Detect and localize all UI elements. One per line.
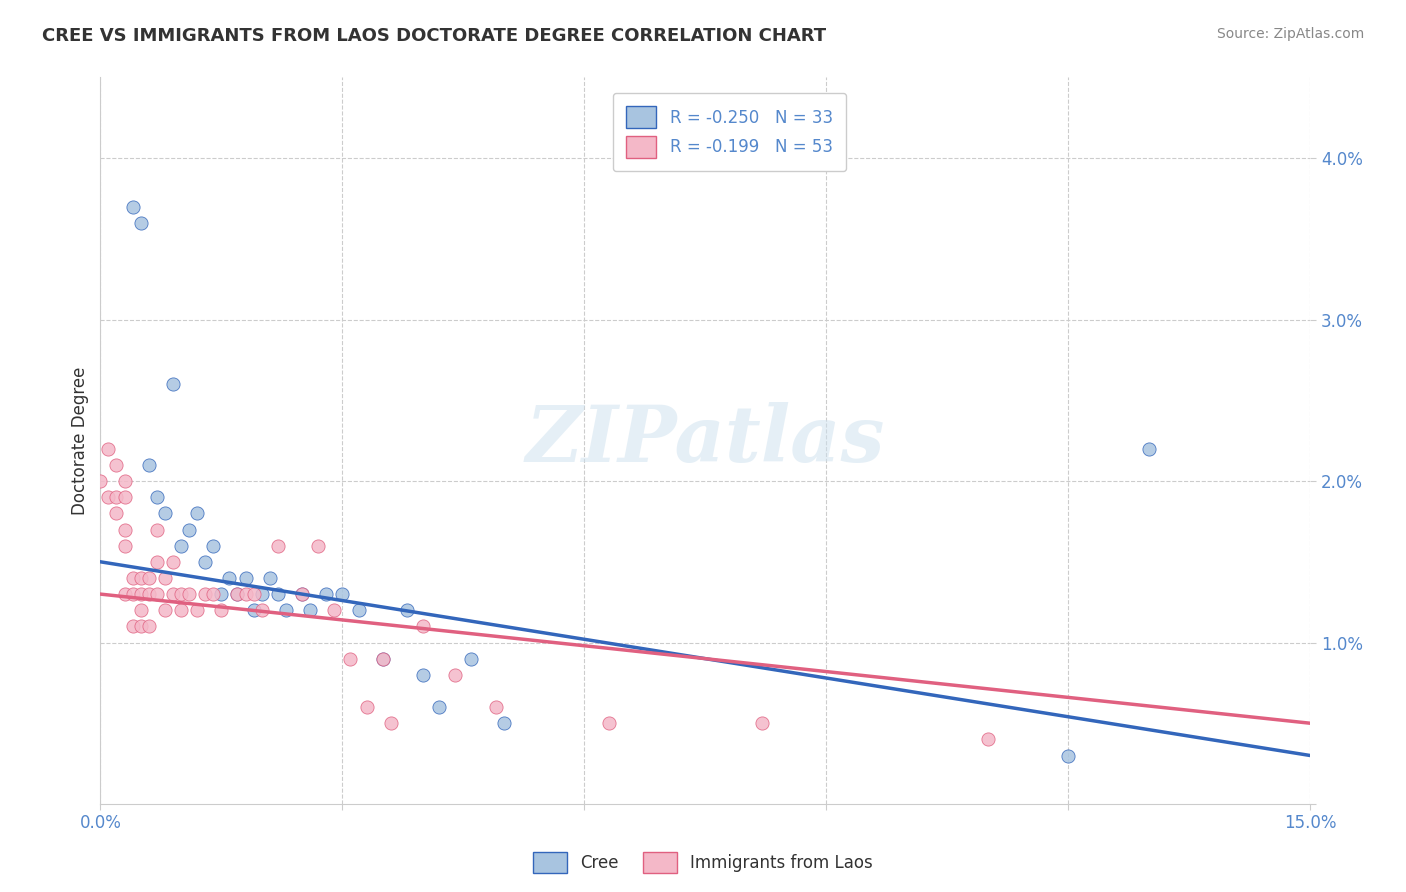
Point (170, 539, 193, 553)
Point (121, 619, 143, 633)
Point (162, 555, 184, 569)
Point (371, 651, 394, 665)
Point (177, 523, 200, 537)
Point (339, 651, 361, 665)
Point (235, 587, 257, 601)
Point (412, 619, 434, 633)
Point (114, 587, 136, 601)
Point (138, 619, 160, 633)
Point (250, 587, 273, 601)
Legend: Cree, Immigrants from Laos: Cree, Immigrants from Laos (526, 846, 880, 880)
Point (129, 619, 152, 633)
Point (460, 651, 482, 665)
Point (291, 587, 314, 601)
Point (146, 555, 169, 569)
Point (485, 700, 508, 714)
Point (105, 490, 128, 504)
Point (186, 507, 208, 521)
Point (347, 603, 370, 617)
Point (121, 200, 143, 214)
Point (97, 442, 120, 456)
Point (162, 377, 184, 392)
Point (371, 651, 394, 665)
Point (427, 700, 450, 714)
Point (194, 587, 217, 601)
Point (121, 587, 143, 601)
Point (274, 603, 297, 617)
Text: ZIPatlas: ZIPatlas (526, 402, 886, 479)
Point (291, 587, 314, 601)
Point (307, 539, 329, 553)
Point (267, 539, 290, 553)
Point (138, 587, 160, 601)
Point (186, 603, 208, 617)
Y-axis label: Doctorate Degree: Doctorate Degree (72, 367, 89, 515)
Point (121, 571, 143, 585)
Point (129, 603, 152, 617)
Point (153, 571, 176, 585)
Point (1137, 442, 1160, 456)
Text: CREE VS IMMIGRANTS FROM LAOS DOCTORATE DEGREE CORRELATION CHART: CREE VS IMMIGRANTS FROM LAOS DOCTORATE D… (42, 27, 827, 45)
Point (299, 603, 322, 617)
Point (226, 587, 249, 601)
Point (153, 603, 176, 617)
Point (202, 587, 225, 601)
Point (177, 587, 200, 601)
Point (315, 587, 337, 601)
Point (332, 587, 354, 601)
Point (129, 571, 152, 585)
Point (170, 603, 193, 617)
Text: Source: ZipAtlas.com: Source: ZipAtlas.com (1216, 27, 1364, 41)
Legend: R = -0.250   N = 33, R = -0.199   N = 53: R = -0.250 N = 33, R = -0.199 N = 53 (613, 93, 846, 171)
Point (114, 539, 136, 553)
Point (267, 587, 290, 601)
Point (226, 587, 249, 601)
Point (235, 571, 257, 585)
Point (492, 716, 515, 731)
Point (170, 587, 193, 601)
Point (751, 716, 773, 731)
Point (114, 474, 136, 488)
Point (153, 507, 176, 521)
Point (129, 216, 152, 230)
Point (162, 587, 184, 601)
Point (218, 571, 240, 585)
Point (114, 490, 136, 504)
Point (194, 555, 217, 569)
Point (146, 490, 169, 504)
Point (242, 603, 264, 617)
Point (146, 587, 169, 601)
Point (395, 603, 418, 617)
Point (412, 668, 434, 682)
Point (356, 700, 378, 714)
Point (1057, 748, 1080, 763)
Point (202, 539, 225, 553)
Point (259, 571, 281, 585)
Point (105, 458, 128, 472)
Point (977, 732, 1000, 747)
Point (138, 571, 160, 585)
Point (209, 587, 232, 601)
Point (323, 603, 346, 617)
Point (114, 523, 136, 537)
Point (444, 668, 467, 682)
Point (146, 523, 169, 537)
Point (598, 716, 620, 731)
Point (105, 507, 128, 521)
Point (89, 474, 111, 488)
Point (129, 587, 152, 601)
Point (242, 587, 264, 601)
Point (138, 458, 160, 472)
Point (250, 603, 273, 617)
Point (209, 603, 232, 617)
Point (97, 490, 120, 504)
Point (380, 716, 402, 731)
